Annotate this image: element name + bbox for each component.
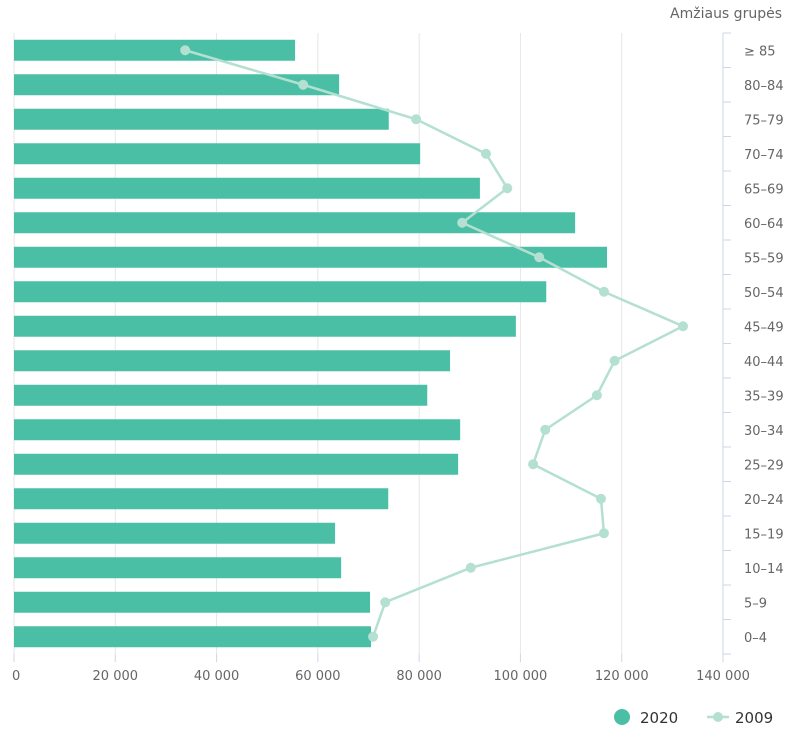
- gridlines: [13, 33, 623, 654]
- legend-marker-2020: [614, 709, 630, 725]
- bar-2020: [14, 315, 516, 337]
- bar-2020: [14, 246, 608, 268]
- category-axis-title: Amžiaus grupės: [670, 6, 782, 22]
- bars-2020: [14, 39, 608, 648]
- x-tick-label: 100 000: [494, 669, 548, 684]
- category-label: 5–9: [744, 596, 767, 611]
- category-label: 20–24: [744, 493, 784, 508]
- category-label: 40–44: [744, 355, 784, 370]
- point-2009: [534, 252, 545, 263]
- category-label: 0–4: [744, 631, 767, 646]
- bar-2020: [14, 419, 461, 441]
- point-2009: [609, 355, 620, 366]
- bar-2020: [14, 212, 576, 234]
- category-label: 55–59: [744, 251, 784, 266]
- bar-2020: [14, 522, 336, 544]
- line-path-2009: [184, 49, 686, 638]
- bar-2020: [14, 108, 389, 130]
- bar-2020: [14, 453, 459, 475]
- bar-2020: [14, 74, 340, 96]
- point-2009: [591, 390, 602, 401]
- x-tick-label: 0: [12, 669, 20, 684]
- x-tick-label: 120 000: [595, 669, 649, 684]
- category-label: 15–19: [744, 527, 784, 542]
- category-label: 75–79: [744, 113, 784, 128]
- point-2009: [598, 528, 609, 539]
- category-label: ≥ 85: [744, 44, 776, 59]
- point-2009: [465, 562, 476, 573]
- point-2009: [677, 321, 688, 332]
- point-2009: [368, 631, 379, 642]
- category-label: 45–49: [744, 320, 784, 335]
- category-label: 80–84: [744, 79, 784, 94]
- point-2009: [528, 459, 539, 470]
- x-tick-label: 60 000: [295, 669, 341, 684]
- x-tick-label: 20 000: [93, 669, 139, 684]
- x-tick-label: 140 000: [696, 669, 750, 684]
- legend: 2020 2009: [614, 709, 773, 727]
- point-2009: [411, 114, 422, 125]
- bar-2020: [14, 143, 421, 165]
- point-2009: [502, 183, 513, 194]
- category-label: 50–54: [744, 286, 784, 301]
- point-2009: [480, 148, 491, 159]
- category-label: 30–34: [744, 424, 784, 439]
- bar-2020: [14, 488, 389, 510]
- x-tick-label: 80 000: [396, 669, 442, 684]
- point-2009: [380, 597, 391, 608]
- bar-2020: [14, 384, 428, 406]
- x-tick-label: 40 000: [194, 669, 240, 684]
- legend-label-2009: 2009: [735, 709, 773, 727]
- bar-2020: [14, 177, 480, 199]
- line-2009: [180, 45, 688, 642]
- category-label: 10–14: [744, 562, 784, 577]
- bar-2020: [14, 281, 547, 303]
- category-label: 65–69: [744, 182, 784, 197]
- legend-label-2020: 2020: [640, 709, 678, 727]
- category-axis: ≥ 85 80–84 75–79 70–74 65–69 60–64 55–59 50–54 4…: [722, 32, 784, 655]
- point-2009: [180, 45, 191, 56]
- category-label: 35–39: [744, 389, 784, 404]
- point-2009: [598, 286, 609, 297]
- bar-2020: [14, 557, 342, 579]
- bar-2020: [14, 39, 296, 61]
- bar-2020: [14, 350, 451, 372]
- point-2009: [540, 424, 551, 435]
- category-label: 60–64: [744, 217, 784, 232]
- point-2009: [298, 79, 309, 90]
- category-label: 70–74: [744, 148, 784, 163]
- legend-marker-2009: [713, 712, 723, 722]
- x-axis: 0 20 000 40 000 60 000 80 000 100 000 120 000 1…: [12, 654, 750, 684]
- point-2009: [457, 217, 468, 228]
- bar-2020: [14, 626, 372, 648]
- category-label: 25–29: [744, 458, 784, 473]
- point-2009: [595, 493, 606, 504]
- bar-2020: [14, 591, 371, 613]
